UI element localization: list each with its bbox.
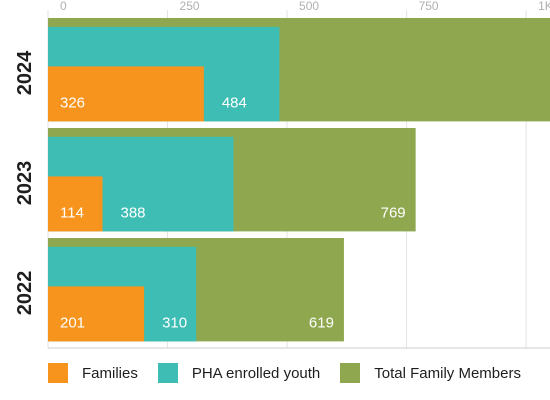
legend-swatch: [340, 363, 361, 383]
x-tick-label: 0: [60, 0, 67, 13]
category-label: 2022: [14, 271, 36, 316]
x-tick-label: 500: [299, 0, 319, 13]
data-label: 114: [60, 205, 84, 222]
legend-item: Families: [48, 363, 138, 383]
data-label: 619: [309, 315, 334, 332]
category-label: 2024: [14, 50, 36, 95]
data-label: 388: [121, 205, 146, 222]
data-label: 326: [60, 95, 85, 112]
bar: [48, 176, 103, 232]
legend-label: PHA enrolled youth: [191, 364, 321, 382]
bar: [48, 286, 145, 342]
legend-label: Total Family Members: [374, 364, 521, 382]
x-tick-label: 1K: [538, 0, 550, 13]
category-label: 2023: [14, 161, 36, 206]
x-tick-label: 750: [419, 0, 439, 13]
legend-swatch: [48, 363, 68, 383]
legend-item: PHA enrolled youth: [157, 363, 321, 383]
legend-label: Families: [82, 364, 138, 382]
data-label: 201: [60, 315, 85, 332]
data-label: 310: [162, 315, 187, 332]
legend: Families PHA enrolled youth Total Family M…: [48, 363, 541, 383]
data-label: 484: [222, 95, 247, 112]
data-label: 769: [381, 205, 406, 222]
legend-item: Total Family Members: [340, 363, 521, 383]
bar-chart: 02505007501K3264841,15320241143887692023…: [14, 0, 550, 349]
legend-swatch: [157, 363, 178, 383]
bar: [48, 66, 204, 122]
x-tick-label: 250: [180, 0, 200, 13]
